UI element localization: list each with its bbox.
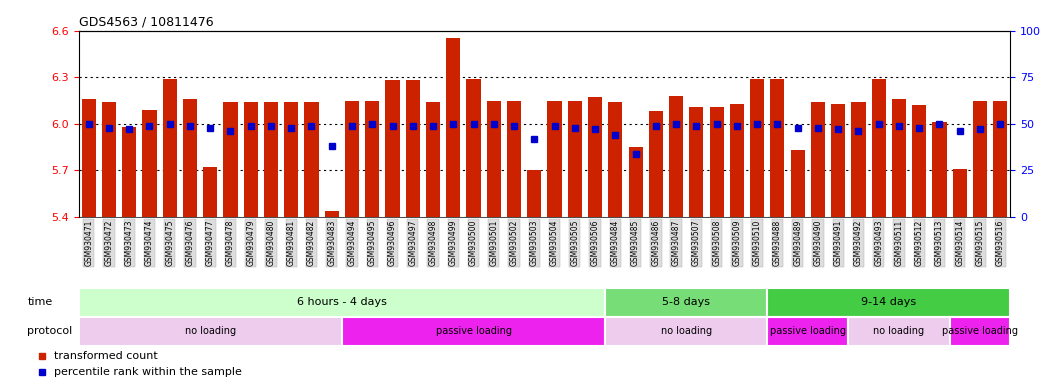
Bar: [122, 127, 136, 217]
Bar: [588, 98, 602, 217]
Text: GDS4563 / 10811476: GDS4563 / 10811476: [79, 15, 214, 28]
Bar: [142, 110, 156, 217]
Polygon shape: [55, 294, 74, 311]
Bar: [342, 317, 605, 346]
Bar: [264, 102, 279, 217]
Text: protocol: protocol: [27, 326, 72, 336]
Bar: [767, 288, 1010, 317]
Bar: [892, 99, 906, 217]
Bar: [851, 102, 866, 217]
Bar: [385, 80, 400, 217]
Bar: [183, 99, 197, 217]
Bar: [426, 102, 440, 217]
Bar: [689, 107, 704, 217]
Bar: [79, 288, 605, 317]
Text: transformed count: transformed count: [54, 351, 158, 361]
Bar: [203, 167, 218, 217]
Bar: [405, 80, 420, 217]
Bar: [605, 288, 767, 317]
Bar: [628, 147, 643, 217]
Bar: [446, 38, 461, 217]
Bar: [284, 102, 298, 217]
Bar: [487, 101, 500, 217]
Bar: [548, 101, 561, 217]
Bar: [223, 102, 238, 217]
Text: 5-8 days: 5-8 days: [663, 297, 710, 308]
Text: no loading: no loading: [184, 326, 236, 336]
Bar: [365, 101, 379, 217]
Bar: [871, 79, 886, 217]
Bar: [950, 317, 1010, 346]
Bar: [608, 102, 622, 217]
Bar: [162, 79, 177, 217]
Bar: [102, 102, 116, 217]
Bar: [730, 104, 744, 217]
Text: passive loading: passive loading: [436, 326, 512, 336]
Bar: [467, 79, 481, 217]
Bar: [669, 96, 684, 217]
Bar: [344, 101, 359, 217]
Bar: [994, 101, 1007, 217]
Bar: [831, 104, 845, 217]
Text: passive loading: passive loading: [770, 326, 846, 336]
Bar: [325, 211, 339, 217]
Bar: [810, 102, 825, 217]
Text: no loading: no loading: [661, 326, 712, 336]
Bar: [912, 105, 927, 217]
Text: 6 hours - 4 days: 6 hours - 4 days: [297, 297, 386, 308]
Text: time: time: [27, 297, 52, 308]
Bar: [649, 111, 663, 217]
Bar: [82, 99, 95, 217]
Text: passive loading: passive loading: [942, 326, 1018, 336]
Bar: [790, 150, 805, 217]
Bar: [767, 317, 848, 346]
Text: 9-14 days: 9-14 days: [862, 297, 916, 308]
Bar: [973, 101, 987, 217]
Bar: [710, 107, 723, 217]
Text: no loading: no loading: [873, 326, 925, 336]
Bar: [567, 101, 582, 217]
Bar: [750, 79, 764, 217]
Bar: [848, 317, 950, 346]
Bar: [244, 102, 258, 217]
Bar: [507, 101, 521, 217]
Polygon shape: [55, 323, 74, 340]
Bar: [933, 122, 946, 217]
Text: percentile rank within the sample: percentile rank within the sample: [54, 367, 242, 377]
Bar: [953, 169, 966, 217]
Bar: [79, 317, 342, 346]
Bar: [771, 79, 784, 217]
Bar: [605, 317, 767, 346]
Bar: [305, 102, 318, 217]
Bar: [528, 170, 541, 217]
